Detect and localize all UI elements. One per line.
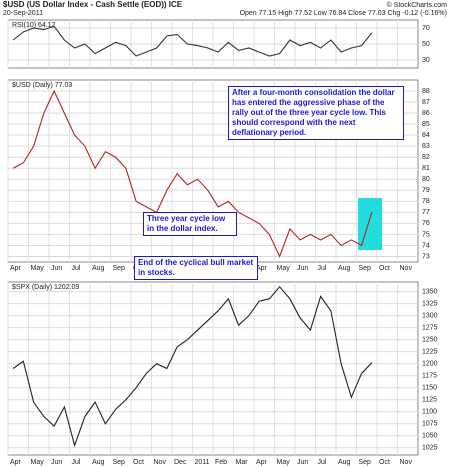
x-tick-label: Aug [92, 459, 105, 466]
x-tick-label: Jun [51, 459, 62, 466]
x-tick-label: Mar [236, 459, 249, 466]
y-tick-label: 87 [422, 99, 430, 106]
x-tick-label: Aug [338, 265, 351, 272]
y-tick-label: 79 [422, 187, 430, 194]
y-tick-label: 1350 [422, 288, 438, 295]
y-tick-label: 1200 [422, 361, 438, 368]
x-tick-label: Nov [400, 459, 413, 466]
y-tick-label: 1100 [422, 409, 437, 416]
x-tick-label: Jul [318, 459, 327, 466]
price-line [12, 25, 373, 57]
y-tick-label: 86 [422, 110, 430, 117]
x-tick-label: Jul [72, 459, 81, 466]
x-tick-label: 2011 [195, 459, 210, 466]
series-label: RSI(10) 64.12 [12, 22, 56, 29]
x-tick-label: Jul [72, 265, 81, 272]
x-tick-label: Apr [10, 265, 22, 272]
x-tick-label: May [277, 459, 291, 466]
y-tick-label: 82 [422, 154, 430, 161]
x-tick-label: Nov [154, 459, 167, 466]
x-tick-label: Sep [359, 459, 372, 466]
y-tick-label: 1125 [422, 397, 437, 404]
x-tick-label: Jun [51, 265, 62, 272]
x-tick-label: Apr [10, 459, 22, 466]
y-tick-label: 83 [422, 143, 430, 150]
x-tick-label: Oct [379, 265, 390, 272]
series-label: $SPX (Daily) 1202.09 [12, 284, 79, 291]
y-tick-label: 84 [422, 132, 430, 139]
y-tick-label: 73 [422, 253, 430, 260]
x-tick-label: Aug [338, 459, 351, 466]
x-tick-label: May [277, 265, 291, 272]
y-tick-label: 30 [422, 57, 430, 64]
series-label: $USD (Daily) 77.03 [12, 82, 72, 89]
x-tick-label: Sep [113, 265, 126, 272]
y-tick-label: 1300 [422, 312, 438, 319]
y-tick-label: 78 [422, 198, 430, 205]
x-tick-label: May [31, 265, 45, 272]
highlight-box [358, 198, 382, 250]
y-tick-label: 80 [422, 176, 430, 183]
y-tick-label: 1275 [422, 324, 438, 331]
x-tick-label: Nov [400, 265, 413, 272]
y-tick-label: 1150 [422, 385, 437, 392]
x-tick-label: Aug [92, 265, 105, 272]
x-tick-label: Jun [297, 265, 308, 272]
y-tick-label: 1325 [422, 300, 438, 307]
source: © StockCharts.com [387, 1, 448, 9]
y-tick-label: 1175 [422, 373, 437, 380]
y-tick-label: 70 [422, 25, 430, 32]
y-tick-label: 1050 [422, 433, 438, 440]
x-tick-label: Oct [379, 459, 390, 466]
x-tick-label: May [31, 459, 45, 466]
x-tick-label: Sep [359, 265, 372, 272]
y-tick-label: 85 [422, 121, 430, 128]
y-tick-label: 88 [422, 88, 430, 95]
x-tick-label: Jul [318, 265, 327, 272]
y-tick-label: 50 [422, 41, 430, 48]
y-tick-label: 74 [422, 242, 430, 249]
y-tick-label: 1075 [422, 421, 438, 428]
y-tick-label: 1025 [422, 445, 438, 452]
quote: Open 77.15 High 77.52 Low 76.84 Close 77… [240, 10, 447, 17]
y-tick-label: 76 [422, 220, 430, 227]
y-tick-label: 81 [422, 165, 430, 172]
y-tick-label: 75 [422, 231, 430, 238]
annotation: Three year cycle low in the dollar index… [143, 212, 237, 236]
x-tick-label: Dec [174, 459, 187, 466]
x-tick-label: Feb [215, 459, 227, 466]
y-tick-label: 1225 [422, 349, 438, 356]
x-tick-label: Jun [297, 459, 308, 466]
y-tick-label: 1250 [422, 337, 438, 344]
date: 20-Sep-2011 [3, 10, 43, 17]
x-tick-label: Apr [256, 459, 268, 466]
y-tick-label: 77 [422, 209, 430, 216]
price-line [12, 285, 373, 448]
annotation: After a four-month consolidation the dol… [228, 86, 404, 140]
symbol: $USD (US Dollar Index - Cash Settle (EOD… [3, 0, 183, 9]
x-tick-label: Oct [133, 459, 144, 466]
x-tick-label: Sep [113, 459, 126, 466]
price-line [12, 89, 373, 258]
annotation: End of the cyclical bull market in stock… [134, 256, 258, 280]
x-tick-label: Apr [256, 265, 268, 272]
